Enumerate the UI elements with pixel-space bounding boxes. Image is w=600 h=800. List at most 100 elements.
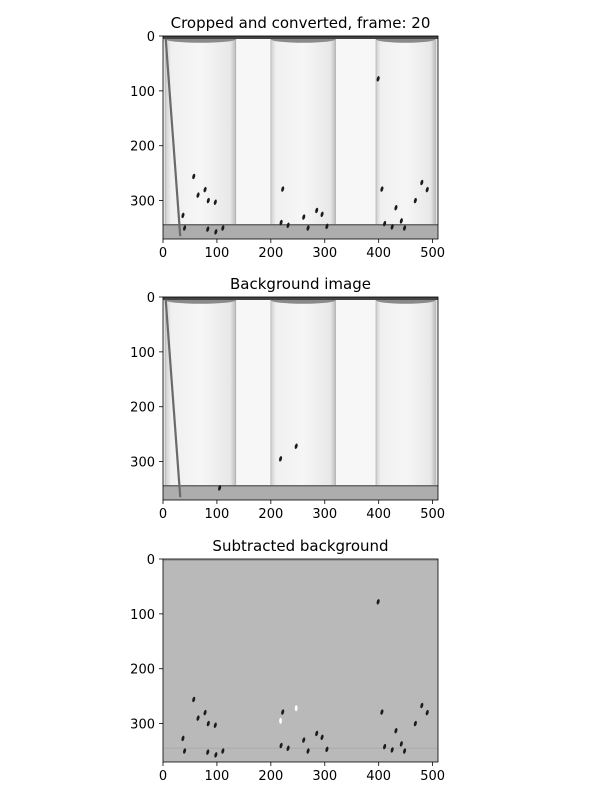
x-tick-label: 100 [205,507,230,522]
object-mark [320,734,324,741]
panel-3: Subtracted background 0 100 200 300 400 500 0 10… [130,537,445,784]
backlight-gap [235,297,271,500]
object-mark [302,214,306,220]
x-tick-label: 200 [258,507,283,522]
y-tick-label: 200 [130,140,155,155]
object-mark [181,735,185,742]
x-tick-label: 500 [420,507,445,522]
object-mark [325,746,329,753]
object-mark [325,223,329,230]
floor-edge [163,485,438,487]
object-mark [218,485,222,491]
object-mark [425,709,429,716]
object-mark [203,709,207,716]
axes-frame [162,558,439,763]
object-mark [399,218,403,224]
x-tick-label: 0 [159,246,167,261]
object-mark [206,720,210,727]
object-mark [213,199,217,205]
object-mark [196,192,200,198]
rod [164,299,182,498]
image-background [163,559,438,762]
x-tick-label: 100 [205,246,230,261]
object-mark [383,743,387,750]
object-mark [376,599,380,605]
y-tick-label: 0 [147,30,155,45]
x-tick-label: 200 [258,246,283,261]
panel-title: Cropped and converted, frame: 20 [171,14,431,32]
object-mark [192,173,196,180]
bright-object-mark [279,717,282,724]
object-mark [420,702,424,709]
residual-edge [163,559,438,561]
object-mark [403,748,407,754]
x-tick-label: 500 [420,246,445,261]
object-mark [294,443,298,449]
x-tick-label: 400 [366,769,391,784]
vial-3 [375,297,436,494]
object-mark [183,225,187,231]
object-mark [306,225,310,231]
image-area [163,297,438,500]
object-mark [279,456,283,462]
vial-2 [270,36,336,233]
x-tick-label: 300 [312,246,337,261]
object-mark [383,220,387,227]
object-mark [214,229,218,235]
object-mark [315,730,319,737]
object-mark [281,186,285,192]
object-mark [279,742,283,749]
panel-1: Cropped and converted, frame: 20 0 100 200 3… [130,14,445,261]
x-tick-label: 400 [366,246,391,261]
object-mark [214,752,218,758]
object-mark [380,186,384,192]
y-tick-label: 300 [130,195,155,210]
object-mark [380,709,384,715]
object-mark [196,715,200,721]
y-tick-label: 0 [147,553,155,568]
x-tick-label: 0 [159,769,167,784]
vial-1 [165,297,237,494]
object-mark [420,179,424,186]
object-mark [403,225,407,231]
object-mark [281,709,285,715]
x-tick-label: 300 [312,507,337,522]
floor-strip [163,485,438,500]
object-mark [206,197,210,204]
object-mark [376,76,380,82]
panel-title: Background image [230,275,371,293]
y-tick-label: 100 [130,608,155,623]
object-mark [203,186,207,193]
backlight-gap [235,36,271,239]
object-mark [390,224,394,230]
object-mark [213,722,217,728]
object-mark [306,748,310,754]
rod [164,38,182,237]
y-tick-label: 300 [130,718,155,733]
backlight-gap [335,36,376,239]
axes-frame [162,35,439,240]
object-mark [221,225,225,231]
x-tick-label: 200 [258,769,283,784]
image-area [163,559,438,762]
y-tick-label: 100 [130,346,155,361]
object-mark [390,747,394,753]
image-area [163,36,438,239]
bright-object-mark [294,705,298,712]
object-mark [221,748,225,754]
backlight-gap [335,297,376,500]
top-band [163,36,438,39]
object-mark [413,197,417,204]
object-mark [192,696,196,703]
object-mark [394,727,398,734]
y-tick-label: 0 [147,291,155,306]
x-tick-label: 500 [420,769,445,784]
panel-2: Background image 0 100 200 300 400 500 0 100 200 3… [130,275,445,522]
y-tick-label: 200 [130,401,155,416]
floor-strip [163,224,438,239]
object-mark [315,207,319,214]
y-tick-label: 200 [130,663,155,678]
object-mark [413,720,417,727]
x-tick-label: 400 [366,507,391,522]
